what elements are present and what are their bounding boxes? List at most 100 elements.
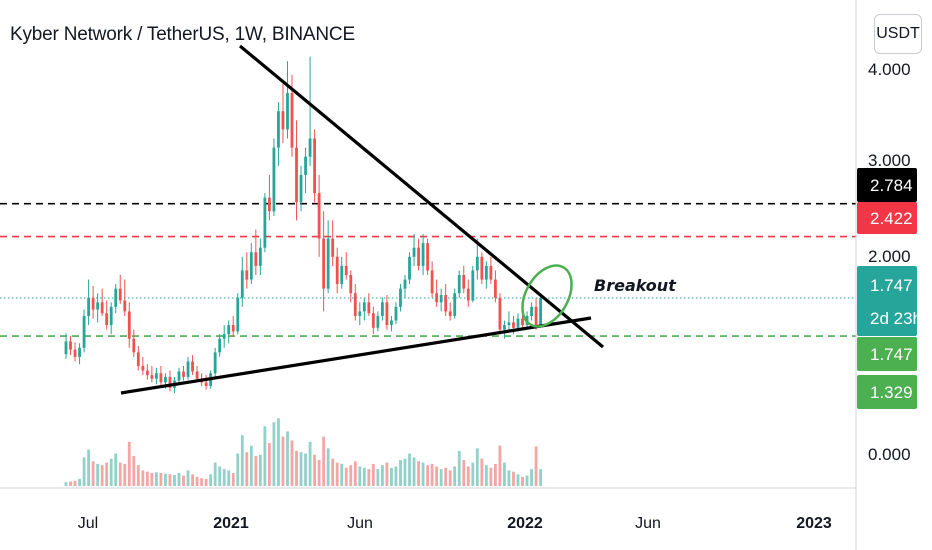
candle [245, 252, 249, 289]
volume-bar [164, 473, 167, 486]
volume-bar [218, 466, 222, 486]
candle-body [489, 265, 493, 280]
candle-body [376, 315, 380, 328]
candle [240, 256, 244, 307]
candle [326, 220, 330, 294]
volume-bar [304, 453, 307, 486]
volume-bar [82, 457, 86, 486]
candle-body [475, 256, 479, 271]
candle [268, 174, 271, 221]
candle-body [159, 373, 163, 383]
candle [258, 238, 262, 275]
candle-body [145, 370, 149, 376]
candle-body [317, 193, 321, 239]
candle-body [254, 252, 258, 266]
candle-body [272, 147, 276, 212]
candle-body [105, 313, 109, 326]
candle [403, 275, 407, 298]
candle-body [186, 361, 190, 377]
candle-body [358, 311, 362, 316]
volume-bar [272, 422, 276, 486]
candle [73, 342, 77, 362]
candle [466, 279, 470, 307]
volume-bar [430, 463, 434, 486]
candle [91, 285, 95, 319]
volume-bar [123, 463, 127, 486]
volume-bar [385, 462, 389, 486]
candle-body [69, 341, 72, 350]
volume-bar [249, 445, 253, 486]
candle-body [335, 256, 339, 285]
volume-bar [69, 481, 72, 486]
candle [281, 83, 285, 144]
volume-bar [118, 462, 122, 486]
volume-bar [494, 463, 497, 486]
currency-button[interactable]: USDT [874, 14, 922, 54]
volume-bar [281, 436, 285, 486]
candle [263, 193, 267, 253]
candle-body [498, 297, 502, 330]
descending-trendline[interactable] [238, 44, 605, 349]
candle-body [191, 361, 194, 372]
volume-bar [268, 443, 271, 486]
candle [344, 252, 348, 280]
volume-bar [286, 431, 289, 486]
price-badge-current-value: 1.747 [870, 276, 913, 295]
volume-bar [340, 463, 344, 486]
volume-bar [222, 469, 226, 486]
candle-body [118, 288, 122, 301]
volume-bar [358, 466, 362, 486]
candle-body [295, 147, 298, 203]
volume-bar [132, 456, 136, 486]
candle-body [344, 265, 348, 275]
candle [64, 333, 68, 359]
volume-bar [100, 465, 104, 486]
candle [218, 334, 222, 357]
breakout-circle[interactable] [512, 257, 581, 335]
chart-title: Kyber Network / TetherUS, 1W, BINANCE [10, 24, 355, 45]
volume-bar [263, 426, 267, 486]
candle [69, 335, 72, 356]
candle [87, 279, 90, 326]
volume-bar [290, 440, 294, 486]
price-badge-red-value: 2.422 [870, 209, 913, 228]
candle-body [503, 325, 506, 330]
price-badge-green-1-value: 1.747 [870, 345, 913, 364]
candle [227, 320, 231, 344]
candle [335, 247, 339, 294]
candle [295, 120, 298, 221]
volume-bar [168, 474, 172, 486]
candle [145, 364, 149, 380]
volume-bar [322, 436, 326, 486]
candle [444, 284, 448, 316]
candle [385, 295, 389, 330]
candle-body [381, 302, 384, 316]
volume-bar [254, 456, 258, 486]
candle [430, 261, 434, 298]
price-badge-black [857, 168, 917, 202]
volume-bar [227, 470, 231, 486]
price-badge-red [857, 202, 917, 234]
price-badge-countdown: 2d 23h [870, 309, 922, 328]
volume-bar [471, 462, 475, 486]
candle-body [353, 293, 357, 316]
volume-bar [390, 467, 393, 486]
candle [277, 102, 280, 166]
candle [390, 315, 393, 332]
candle [376, 311, 380, 332]
volume-bar [150, 473, 154, 486]
candle-body [457, 275, 461, 294]
candle [507, 311, 511, 332]
volume-bar [317, 460, 321, 486]
volume-bar [480, 458, 484, 486]
volume-bar [466, 466, 470, 486]
candlesticks [64, 56, 542, 394]
candle [394, 302, 398, 325]
candle-body [263, 197, 267, 248]
volume-bar [457, 450, 461, 486]
candle [494, 270, 497, 303]
candle [155, 367, 158, 385]
candle-body [435, 293, 439, 303]
ascending-trendline[interactable] [120, 316, 592, 395]
